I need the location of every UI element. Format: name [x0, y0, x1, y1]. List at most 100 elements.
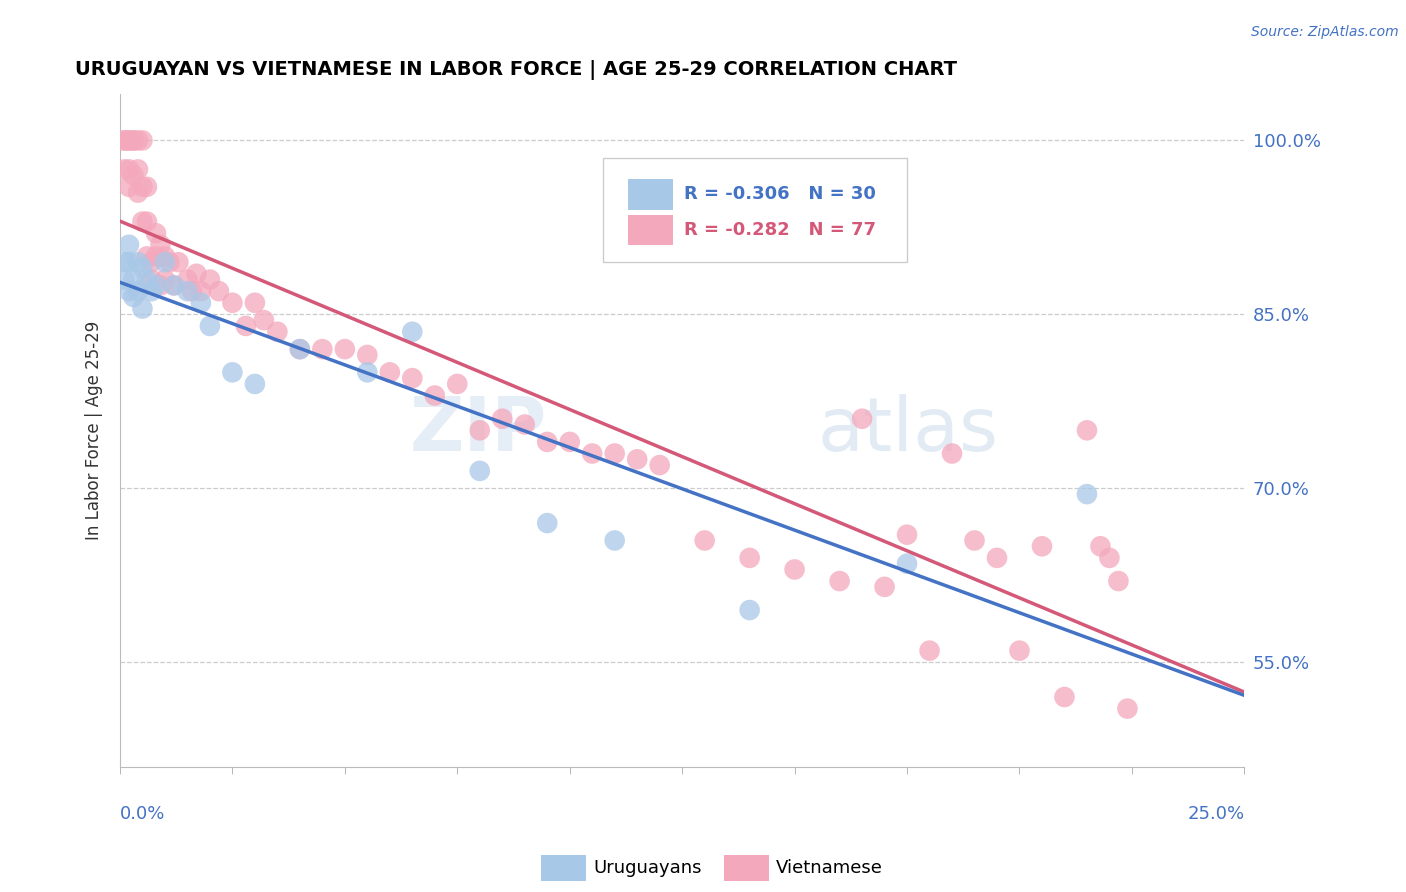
Text: Source: ZipAtlas.com: Source: ZipAtlas.com	[1251, 25, 1399, 39]
Point	[118, 133, 141, 147]
Point	[783, 562, 806, 576]
Point	[626, 452, 648, 467]
Point	[333, 342, 356, 356]
Point	[873, 580, 896, 594]
Point	[243, 295, 266, 310]
Point	[114, 272, 136, 286]
Point	[118, 284, 141, 298]
Point	[851, 411, 873, 425]
Point	[581, 446, 603, 460]
Point	[221, 295, 243, 310]
Point	[1076, 423, 1098, 437]
Point	[127, 255, 149, 269]
Point	[122, 133, 145, 147]
Point	[896, 527, 918, 541]
Point	[963, 533, 986, 548]
Point	[253, 313, 276, 327]
Point	[693, 533, 716, 548]
Point	[288, 342, 311, 356]
Point	[738, 603, 761, 617]
Point	[401, 371, 423, 385]
Point	[1076, 487, 1098, 501]
Point	[122, 290, 145, 304]
Bar	[628, 179, 673, 210]
Point	[153, 249, 176, 263]
Point	[918, 643, 941, 657]
Point	[136, 249, 159, 263]
Point	[235, 318, 257, 333]
Point	[896, 557, 918, 571]
Point	[167, 255, 190, 269]
Text: Vietnamese: Vietnamese	[776, 859, 883, 877]
Point	[122, 272, 145, 286]
Point	[446, 376, 468, 391]
Point	[266, 325, 288, 339]
Point	[190, 284, 212, 298]
Point	[181, 284, 204, 298]
Text: atlas: atlas	[817, 393, 998, 467]
Point	[127, 162, 149, 177]
Point	[127, 186, 149, 200]
Point	[122, 133, 145, 147]
Point	[176, 272, 198, 286]
Point	[163, 278, 186, 293]
Point	[176, 284, 198, 298]
Point	[145, 226, 167, 240]
Point	[131, 301, 153, 316]
Point	[356, 365, 378, 379]
Point	[378, 365, 401, 379]
Point	[513, 417, 536, 432]
Point	[356, 348, 378, 362]
Point	[558, 434, 581, 449]
Bar	[628, 215, 673, 245]
Point	[423, 388, 446, 402]
Text: Uruguayans: Uruguayans	[593, 859, 702, 877]
Point	[186, 267, 208, 281]
Point	[648, 458, 671, 472]
Point	[145, 249, 167, 263]
Point	[468, 423, 491, 437]
Point	[136, 214, 159, 228]
Point	[141, 284, 163, 298]
Point	[1116, 701, 1139, 715]
Point	[149, 278, 172, 293]
Text: URUGUAYAN VS VIETNAMESE IN LABOR FORCE | AGE 25-29 CORRELATION CHART: URUGUAYAN VS VIETNAMESE IN LABOR FORCE |…	[75, 60, 957, 79]
Point	[738, 550, 761, 565]
Point	[1053, 690, 1076, 704]
Point	[1008, 643, 1031, 657]
Point	[114, 133, 136, 147]
Point	[1031, 539, 1053, 553]
Point	[153, 255, 176, 269]
Point	[131, 179, 153, 194]
Point	[221, 365, 243, 379]
Point	[163, 278, 186, 293]
Point	[311, 342, 333, 356]
Point	[131, 260, 153, 275]
Point	[603, 533, 626, 548]
Point	[1107, 574, 1129, 588]
Text: ZIP: ZIP	[411, 393, 547, 467]
Point	[136, 179, 159, 194]
Point	[288, 342, 311, 356]
Point	[114, 162, 136, 177]
Point	[190, 295, 212, 310]
Point	[131, 133, 153, 147]
Point	[122, 168, 145, 182]
Point	[127, 133, 149, 147]
Point	[401, 325, 423, 339]
Point	[159, 255, 181, 269]
Point	[149, 237, 172, 252]
Point	[208, 284, 231, 298]
Point	[118, 179, 141, 194]
Point	[941, 446, 963, 460]
Point	[114, 133, 136, 147]
FancyBboxPatch shape	[603, 158, 907, 262]
Point	[828, 574, 851, 588]
Text: 25.0%: 25.0%	[1187, 805, 1244, 823]
Point	[145, 278, 167, 293]
Point	[141, 255, 163, 269]
Point	[1098, 550, 1121, 565]
Point	[1090, 539, 1112, 553]
Point	[603, 446, 626, 460]
Point	[127, 284, 149, 298]
